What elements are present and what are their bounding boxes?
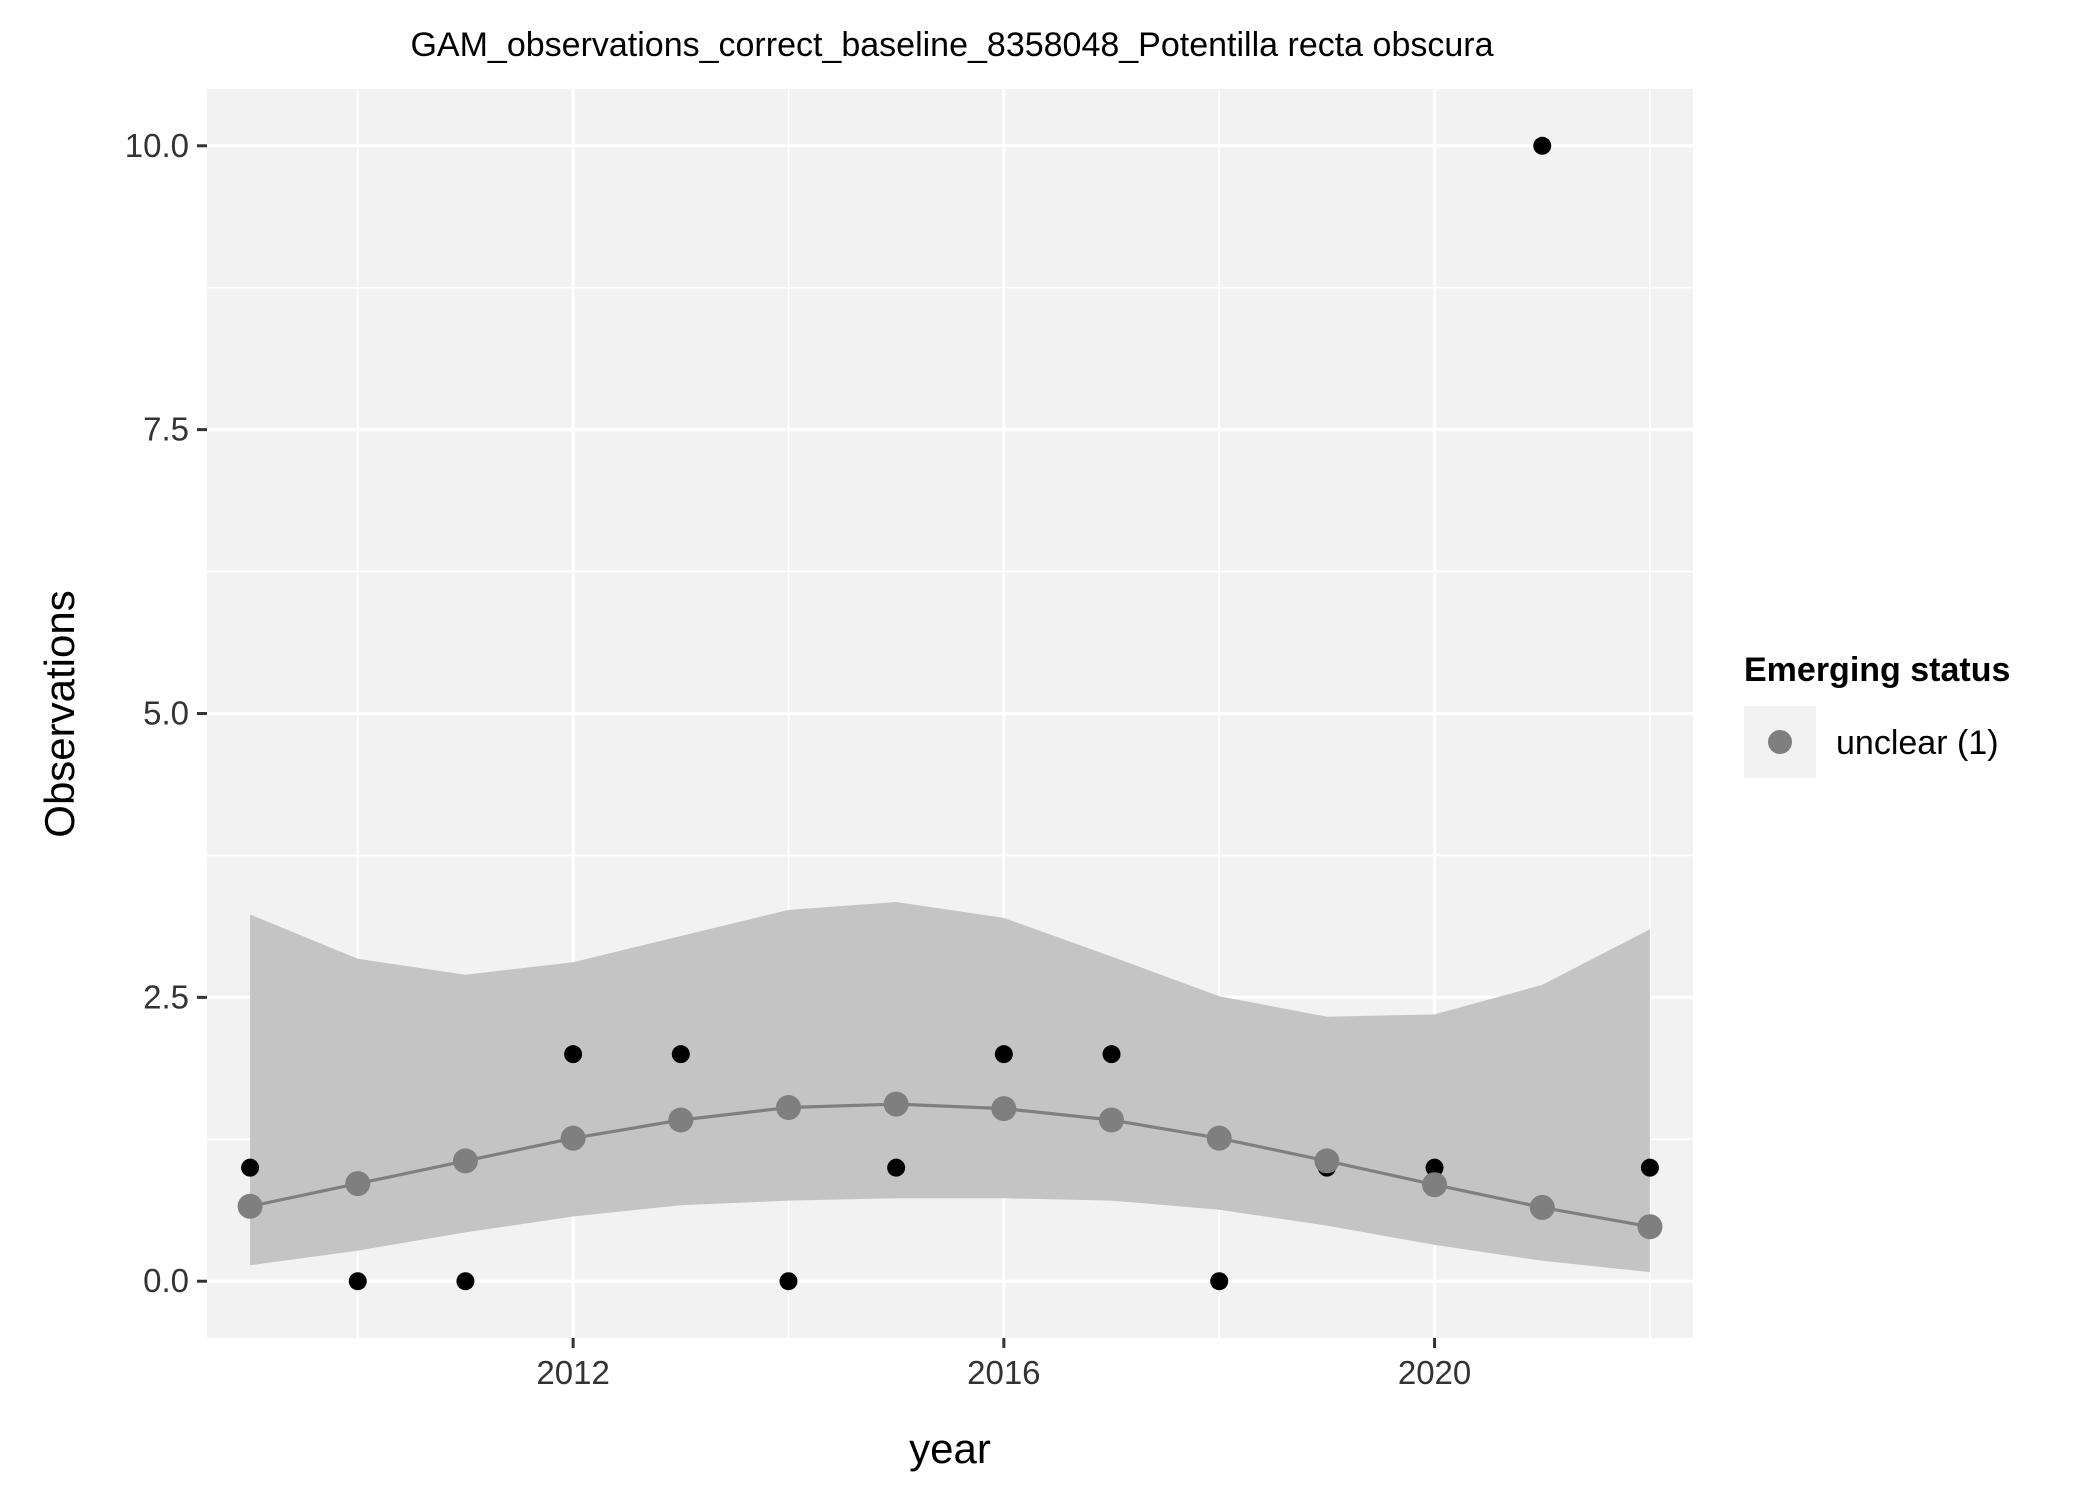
legend-key-dot xyxy=(1768,730,1792,754)
y-tick-label: 5.0 xyxy=(143,695,189,732)
y-axis: 0.0 2.5 5.0 7.5 10.0 xyxy=(125,127,207,1299)
fitted-point xyxy=(883,1091,909,1117)
confidence-ribbon-layer xyxy=(250,902,1650,1273)
fitted-point xyxy=(560,1125,586,1151)
fitted-point xyxy=(1422,1172,1448,1198)
fitted-point xyxy=(1099,1107,1125,1133)
observed-point xyxy=(1210,1272,1229,1291)
confidence-ribbon xyxy=(250,902,1650,1273)
fitted-points-layer xyxy=(237,1091,1663,1240)
observed-point xyxy=(671,1045,690,1064)
fitted-point xyxy=(345,1171,371,1197)
fitted-trend-line xyxy=(249,1102,1651,1229)
legend-title: Emerging status xyxy=(1744,651,2010,689)
legend: Emerging status unclear (1) xyxy=(1744,651,2010,778)
observed-point xyxy=(779,1272,798,1291)
x-tick-label: 2020 xyxy=(1398,1354,1471,1391)
x-axis: 2012 2016 2020 xyxy=(536,1338,1471,1391)
x-axis-title: year xyxy=(909,1425,991,1472)
y-tick-label: 7.5 xyxy=(143,411,189,448)
fitted-point xyxy=(668,1107,694,1133)
observed-point xyxy=(1425,1158,1444,1177)
fitted-point xyxy=(1314,1148,1340,1174)
observed-point xyxy=(1533,136,1552,155)
fitted-point xyxy=(775,1095,801,1121)
fitted-point xyxy=(237,1193,263,1219)
fitted-point xyxy=(991,1096,1017,1122)
x-tick-label: 2012 xyxy=(536,1354,609,1391)
observed-point xyxy=(564,1045,583,1064)
observed-point xyxy=(994,1045,1013,1064)
y-tick-label: 2.5 xyxy=(143,978,189,1015)
y-tick-label: 10.0 xyxy=(125,127,189,164)
plot-panel xyxy=(207,89,1693,1338)
y-axis-title: Observations xyxy=(36,590,83,837)
legend-entry-label: unclear (1) xyxy=(1836,724,1999,762)
observed-point xyxy=(1102,1045,1121,1064)
fitted-point xyxy=(1529,1194,1555,1220)
fitted-line-layer xyxy=(249,1102,1651,1229)
observed-point xyxy=(241,1158,260,1177)
x-tick-label: 2016 xyxy=(967,1354,1040,1391)
fitted-point xyxy=(452,1148,478,1174)
fitted-point xyxy=(1637,1214,1663,1240)
observed-point xyxy=(887,1158,906,1177)
observed-point xyxy=(456,1272,475,1291)
y-tick-label: 0.0 xyxy=(143,1262,189,1299)
chart-title: GAM_observations_correct_baseline_835804… xyxy=(410,26,1493,64)
fitted-point xyxy=(1206,1125,1232,1151)
observed-point xyxy=(348,1272,367,1291)
observed-point xyxy=(1640,1158,1659,1177)
